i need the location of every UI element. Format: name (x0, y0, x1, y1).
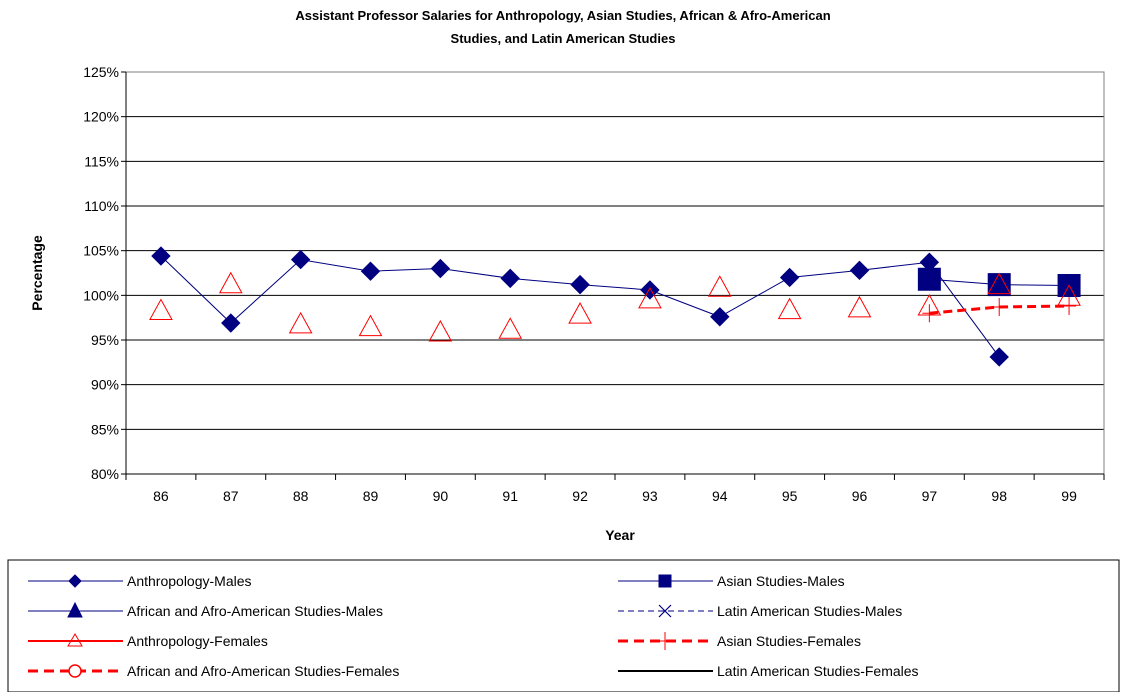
series-line (160, 255, 1000, 358)
legend-label: Asian Studies-Females (717, 633, 861, 649)
x-tick-label: 97 (922, 488, 938, 504)
data-point (151, 246, 171, 266)
data-point (710, 307, 730, 327)
legend-item-asian-studies-females: Asian Studies-Females (618, 632, 861, 650)
data-point (777, 297, 802, 320)
series-asian-studies-males (917, 267, 1081, 298)
legend-item-asian-studies-males: Asian Studies-Males (618, 573, 845, 589)
gridlines (126, 116, 1104, 430)
y-tick-label: 105% (83, 243, 119, 259)
data-point (570, 274, 590, 295)
y-tick-label: 90% (91, 377, 119, 393)
x-tick-label: 95 (782, 488, 798, 504)
y-tick-label: 110% (84, 198, 119, 214)
legend-label: African and Afro-American Studies-Males (127, 603, 383, 619)
legend-marker (658, 632, 672, 650)
x-tick-label: 91 (502, 488, 518, 504)
x-tick-label: 87 (223, 488, 239, 504)
x-tick-label: 99 (1061, 488, 1077, 504)
legend-item-latin-american-studies-males: Latin American Studies-Males (618, 603, 902, 619)
legend-label: Latin American Studies-Males (717, 603, 902, 619)
data-point (290, 249, 311, 270)
legend-label: Asian Studies-Males (717, 573, 845, 589)
series-layer (149, 246, 1081, 367)
data-point (849, 260, 870, 281)
y-tick-label: 80% (91, 466, 119, 482)
plot-area-border (125, 71, 1105, 475)
data-point (1062, 297, 1077, 316)
y-tick-label: 120% (83, 109, 119, 125)
y-tick-label: 115% (84, 153, 119, 169)
data-point (989, 347, 1009, 367)
data-point (218, 271, 243, 294)
legend-item-anthropology-females: Anthropology-Females (28, 633, 268, 649)
legend-marker (68, 574, 82, 588)
data-point (498, 317, 523, 339)
y-axis-label: Percentage (29, 235, 45, 311)
x-tick-label: 94 (712, 488, 728, 504)
legend-label: African and Afro-American Studies-Female… (127, 663, 399, 679)
legend-box (7, 559, 1120, 693)
legend-marker (67, 601, 83, 618)
data-point (707, 275, 732, 297)
data-point (987, 272, 1012, 295)
data-point (360, 261, 381, 281)
chart-title-line2: Studies, and Latin American Studies (451, 31, 676, 46)
legend: Anthropology-Males Asian Studies-Males Afr… (28, 573, 919, 679)
data-point (922, 304, 937, 323)
y-tick-label: 85% (91, 421, 119, 437)
chart-title-line1: Assistant Professor Salaries for Anthrop… (295, 8, 830, 23)
axes: 80% 85% 90% 95% 100% 105% 110% 115% 120% 125% 86 87… (83, 64, 1105, 504)
legend-item-latin-american-studies-females: Latin American Studies-Females (618, 663, 919, 679)
data-point (987, 273, 1011, 297)
x-tick-label: 93 (642, 488, 658, 504)
x-tick-label: 88 (293, 488, 309, 504)
y-tick-label: 100% (83, 287, 119, 303)
data-point (221, 313, 241, 333)
legend-marker (67, 633, 83, 647)
data-point (288, 311, 313, 334)
legend-item-african-and-afro-american-studies-females: African and Afro-American Studies-Female… (28, 663, 399, 679)
data-point (430, 258, 451, 279)
series-asian-studies-females (922, 297, 1077, 323)
x-tick-label: 90 (433, 488, 449, 504)
data-point (428, 319, 453, 342)
legend-item-african-and-afro-american-studies-males: African and Afro-American Studies-Males (28, 601, 383, 619)
legend-label: Latin American Studies-Females (717, 663, 919, 679)
legend-label: Anthropology-Males (127, 573, 252, 589)
data-point (640, 280, 660, 300)
x-axis-label: Year (605, 527, 635, 543)
legend-marker (68, 664, 82, 678)
data-point (500, 268, 520, 289)
data-point (779, 267, 800, 288)
data-point (149, 298, 173, 321)
data-point (358, 314, 383, 337)
y-tick-label: 95% (91, 332, 119, 348)
x-tick-label: 89 (363, 488, 379, 504)
legend-label: Anthropology-Females (127, 633, 268, 649)
x-tick-label: 98 (991, 488, 1007, 504)
data-point (568, 302, 592, 324)
data-point (917, 267, 941, 291)
legend-marker (658, 604, 672, 618)
x-tick-label: 92 (572, 488, 588, 504)
y-tick-label: 125% (83, 64, 119, 80)
series-anthropology-males (151, 246, 1009, 367)
legend-marker (658, 574, 672, 588)
x-tick-label: 86 (153, 488, 169, 504)
legend-item-anthropology-males: Anthropology-Males (28, 573, 252, 589)
x-tick-label: 96 (852, 488, 868, 504)
data-point (847, 295, 872, 318)
data-point (638, 286, 662, 309)
data-point (992, 297, 1007, 316)
